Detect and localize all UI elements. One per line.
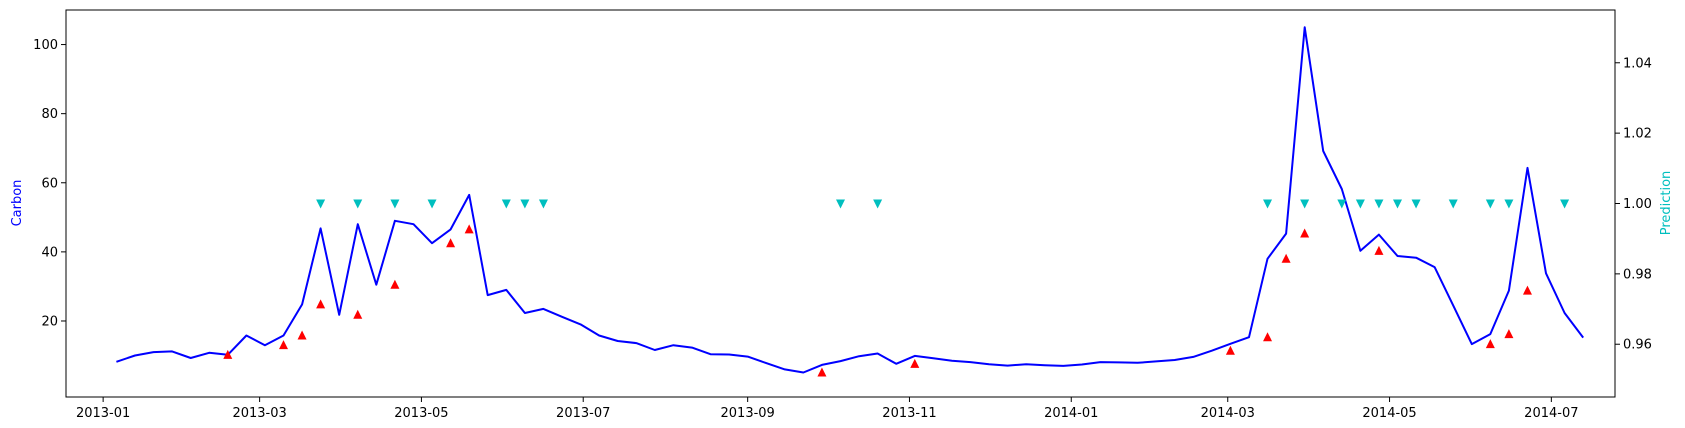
right-y-tick-label: 0.98 — [1623, 267, 1652, 282]
increase-marker — [353, 309, 363, 319]
increase-marker — [446, 238, 456, 248]
x-tick-label: 2014-07 — [1524, 406, 1578, 421]
x-axis: 2013-01 2013-03 2013-05 2013-07 2013-09 2013-… — [76, 397, 1579, 421]
increase-marker — [1281, 253, 1291, 263]
right-y-tick-label: 0.96 — [1623, 338, 1652, 353]
prediction-marker — [520, 199, 530, 209]
x-tick-label: 2014-01 — [1044, 406, 1098, 421]
increase-marker — [278, 340, 288, 350]
carbon-series-line — [116, 26, 1584, 374]
x-tick-label: 2013-09 — [721, 406, 775, 421]
prediction-marker — [1504, 199, 1514, 209]
increase-marker — [1300, 228, 1310, 238]
left-y-tick-label: 100 — [33, 38, 58, 53]
increase-marker — [1263, 332, 1273, 342]
prediction-marker — [427, 199, 437, 209]
prediction-marker — [1560, 199, 1570, 209]
left-y-tick-label: 60 — [41, 176, 58, 191]
increase-marker — [1485, 339, 1495, 349]
increase-marker — [817, 367, 827, 377]
x-tick-label: 2014-05 — [1362, 406, 1416, 421]
prediction-marker — [1448, 199, 1458, 209]
x-tick-label: 2013-05 — [394, 406, 448, 421]
increase-marker — [1504, 329, 1514, 339]
increase-marker — [316, 299, 326, 309]
increase-marker — [1522, 285, 1532, 295]
left-y-axis: 20 40 60 80 100 — [33, 38, 66, 329]
prediction-marker — [1411, 199, 1421, 209]
increase-marker — [297, 330, 307, 340]
prediction-marker — [1485, 199, 1495, 209]
increase-marker — [464, 224, 474, 234]
x-tick-label: 2013-11 — [882, 406, 936, 421]
left-y-tick-label: 80 — [41, 107, 58, 122]
prediction-marker — [316, 199, 326, 209]
increase-marker — [223, 349, 233, 359]
right-y-axis-label: Prediction — [1659, 171, 1674, 236]
right-y-axis: 0.96 0.98 1.00 1.02 1.04 — [1615, 56, 1652, 353]
x-tick-label: 2013-03 — [232, 406, 286, 421]
prediction-marker — [1263, 199, 1273, 209]
left-y-tick-label: 40 — [41, 245, 58, 260]
left-y-tick-label: 20 — [41, 314, 58, 329]
right-y-tick-label: 1.02 — [1623, 127, 1652, 142]
prediction-marker — [1374, 199, 1384, 209]
increase-marker — [910, 358, 920, 368]
prediction-marker — [1337, 199, 1347, 209]
x-tick-label: 2013-07 — [556, 406, 610, 421]
prediction-marker — [1355, 199, 1365, 209]
prediction-marker — [390, 199, 400, 209]
prediction-marker — [353, 199, 363, 209]
prediction-marker — [1300, 199, 1310, 209]
x-tick-label: 2013-01 — [76, 406, 130, 421]
increase-marker — [390, 279, 400, 289]
increase-marker — [1225, 345, 1235, 355]
increase-markers — [223, 224, 1532, 377]
prediction-marker — [836, 199, 845, 209]
x-tick-label: 2014-03 — [1201, 406, 1255, 421]
prediction-markers — [316, 199, 1570, 209]
prediction-marker — [538, 199, 548, 209]
prediction-marker — [1393, 199, 1403, 209]
increase-marker — [1374, 245, 1384, 255]
prediction-marker — [873, 199, 883, 209]
prediction-marker — [501, 199, 511, 209]
right-y-tick-label: 1.04 — [1623, 56, 1652, 71]
left-y-axis-label: Carbon — [10, 180, 25, 227]
right-y-tick-label: 1.00 — [1623, 197, 1652, 212]
